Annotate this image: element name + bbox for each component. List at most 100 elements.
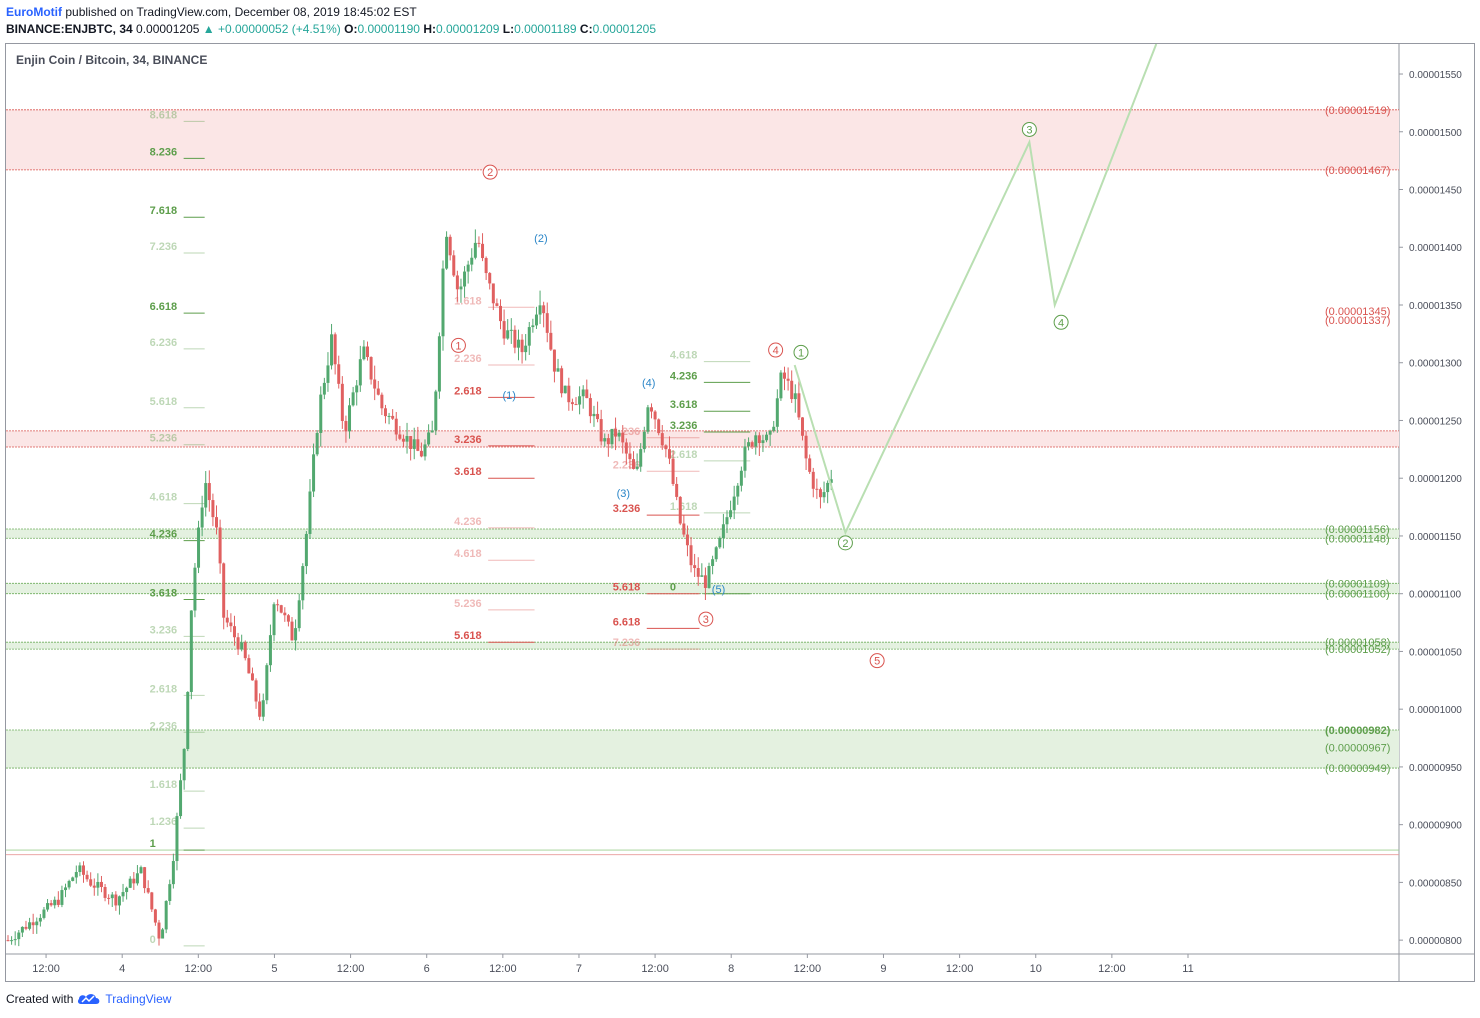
candle-body	[128, 878, 132, 888]
candle-body	[322, 382, 326, 395]
tradingview-link[interactable]: TradingView	[105, 992, 172, 1006]
candle-body	[125, 887, 129, 893]
fib-left-ratio-label: 2.236	[150, 720, 178, 732]
wave-label: 5	[874, 656, 880, 668]
candle-body	[53, 899, 57, 906]
candle-body	[193, 567, 197, 611]
candle-body	[570, 402, 574, 405]
fib-mid-ratio-label: 4.236	[454, 516, 482, 528]
candle-body	[581, 389, 585, 397]
high-label: H:	[423, 22, 436, 36]
candle-body	[790, 380, 794, 400]
low-label: L:	[502, 22, 515, 36]
candle-body	[132, 878, 136, 884]
candle-body	[383, 408, 387, 417]
chart-canvas[interactable]: (0.00001519)(0.00001467)(0.00001345)(0.0…	[6, 44, 1474, 981]
wave-label: (3)	[617, 488, 630, 500]
candle-body	[315, 433, 319, 455]
candle-body	[664, 445, 668, 450]
time-tick-label: 12:00	[1098, 963, 1126, 975]
time-tick-label: 7	[576, 963, 582, 975]
candle-body	[46, 903, 50, 910]
candle-body	[578, 396, 582, 405]
candle-body	[434, 391, 438, 431]
candle-body	[556, 368, 560, 372]
tradingview-logo-icon	[78, 994, 100, 1004]
last-price: 0.00001205	[136, 22, 200, 36]
candle-body	[254, 680, 258, 702]
candle-body	[401, 438, 405, 442]
candle-body	[632, 459, 636, 469]
candle-body	[761, 440, 765, 444]
candle-body	[527, 327, 531, 346]
price-tick-label: 0.00001150	[1409, 532, 1462, 543]
candle-body	[747, 442, 751, 447]
candle-body	[624, 442, 628, 454]
candle-body	[473, 242, 477, 258]
candle-body	[365, 346, 369, 358]
candle-body	[693, 565, 697, 569]
candle-body	[783, 372, 787, 379]
author-link[interactable]: EuroMotif	[6, 5, 62, 19]
candle-body	[333, 334, 337, 365]
candle-body	[509, 329, 513, 331]
wave-label: (2)	[534, 233, 547, 245]
level-price-label: (0.00001156)	[1325, 524, 1390, 536]
candle-body	[340, 383, 344, 422]
candle-body	[387, 415, 391, 417]
fib-left-ratio-label: 6.236	[150, 337, 178, 349]
candle-body	[297, 600, 301, 629]
candle-body	[621, 432, 625, 443]
price-tick-label: 0.00001100	[1409, 590, 1462, 601]
fib-mid-ratio-label: 5.236	[454, 598, 482, 610]
candle-body	[531, 325, 535, 328]
publish-line: EuroMotif published on TradingView.com, …	[6, 4, 656, 21]
candle-body	[168, 884, 172, 901]
candle-body	[552, 349, 556, 372]
candle-body	[822, 492, 826, 498]
wave-label-circle	[698, 611, 714, 627]
chart-pane[interactable]: (0.00001519) (0.00001467) (0.00001345) (0.0…	[5, 43, 1475, 982]
candle-body	[463, 271, 467, 287]
candle-body	[545, 313, 549, 333]
candle-body	[60, 890, 64, 905]
candle-body	[222, 563, 226, 618]
candle-body	[272, 604, 276, 636]
fib-left-ratio-label: 7.236	[150, 241, 178, 253]
wave-label: 4	[773, 345, 779, 357]
open-label: O:	[344, 22, 358, 36]
level-price-label: (0.00001467)	[1325, 165, 1390, 177]
candle-body	[614, 428, 618, 437]
candle-body	[283, 612, 287, 616]
candle-body	[481, 243, 485, 259]
candle-body	[459, 286, 463, 290]
candle-body	[499, 305, 503, 322]
candle-body	[829, 479, 833, 483]
candle-body	[649, 407, 653, 412]
wave-label: (5)	[712, 584, 725, 596]
time-tick-label: 5	[271, 963, 277, 975]
fib-left-ratio-label: 4.618	[150, 492, 178, 504]
candle-body	[103, 887, 107, 898]
time-tick-label: 11	[1182, 963, 1193, 975]
wave-label: 4	[1058, 317, 1064, 329]
candle-body	[826, 482, 830, 493]
fib-left-ratio-label: 4.236	[150, 529, 178, 541]
candle-body	[538, 305, 542, 315]
candle-body	[326, 365, 330, 383]
candle-body	[696, 568, 700, 577]
level-price-label: (0.00001519)	[1325, 105, 1390, 117]
candle-body	[31, 922, 35, 926]
candle-body	[135, 873, 139, 884]
candle-body	[739, 470, 743, 486]
candle-body	[603, 438, 607, 442]
wave-label: 1	[455, 340, 461, 352]
price-tick-label: 0.00001250	[1409, 416, 1462, 427]
candle-body	[675, 483, 679, 497]
candle-body	[592, 413, 596, 417]
candle-body	[110, 894, 114, 899]
change-value: ▲ +0.00000052 (+4.51%)	[202, 22, 341, 36]
open-value: 0.00001190	[357, 22, 420, 36]
candle-body	[96, 881, 100, 888]
time-tick-label: 12:00	[641, 963, 669, 975]
